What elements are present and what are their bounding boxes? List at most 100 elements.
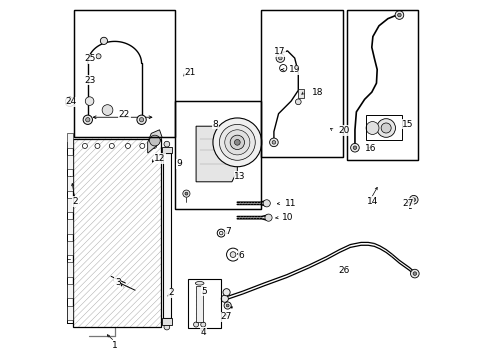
Bar	[174, 101, 260, 209]
Circle shape	[221, 295, 228, 302]
Bar	[67, 198, 73, 212]
Circle shape	[82, 143, 87, 148]
Circle shape	[224, 302, 231, 309]
Text: 23: 23	[84, 76, 95, 85]
Circle shape	[83, 115, 92, 125]
Polygon shape	[147, 130, 162, 153]
Bar	[73, 139, 161, 327]
Text: 15: 15	[401, 120, 412, 129]
Text: 14: 14	[366, 197, 378, 206]
Circle shape	[183, 190, 190, 197]
Circle shape	[219, 231, 223, 235]
Circle shape	[263, 200, 270, 207]
Text: 2: 2	[168, 288, 173, 297]
Bar	[67, 241, 73, 255]
Circle shape	[95, 143, 100, 148]
Circle shape	[278, 56, 282, 60]
Text: 6: 6	[238, 251, 244, 260]
Circle shape	[65, 97, 74, 107]
Text: 18: 18	[311, 87, 323, 96]
Text: 2: 2	[72, 197, 78, 206]
Circle shape	[269, 138, 278, 147]
Bar	[67, 262, 73, 277]
Text: 16: 16	[364, 144, 376, 153]
Bar	[67, 134, 73, 148]
Text: 1: 1	[112, 341, 117, 350]
Circle shape	[226, 304, 228, 307]
Bar	[67, 155, 73, 169]
Circle shape	[96, 54, 101, 59]
Circle shape	[380, 123, 390, 133]
Bar	[174, 101, 260, 209]
Circle shape	[184, 192, 187, 195]
Circle shape	[201, 322, 205, 327]
Text: 12: 12	[154, 154, 165, 163]
Circle shape	[85, 97, 94, 105]
Circle shape	[68, 100, 72, 104]
Text: 21: 21	[184, 68, 195, 77]
Circle shape	[350, 143, 359, 152]
Bar	[67, 176, 73, 191]
Circle shape	[137, 115, 146, 125]
Text: 9: 9	[176, 159, 182, 168]
Text: 24: 24	[65, 97, 76, 106]
Circle shape	[226, 248, 239, 261]
Circle shape	[408, 195, 417, 204]
Text: 3: 3	[115, 278, 121, 287]
Bar	[366, 116, 401, 140]
Circle shape	[85, 118, 90, 122]
Text: 8: 8	[212, 120, 218, 129]
Circle shape	[219, 125, 255, 160]
Bar	[196, 286, 203, 321]
Circle shape	[376, 119, 395, 137]
Circle shape	[140, 143, 144, 148]
Bar	[74, 10, 174, 137]
Bar	[67, 284, 73, 298]
Text: 7: 7	[225, 228, 231, 237]
Circle shape	[149, 135, 160, 146]
Circle shape	[366, 122, 378, 134]
Bar	[162, 147, 172, 153]
Circle shape	[230, 252, 235, 257]
Circle shape	[411, 198, 415, 202]
Text: 10: 10	[282, 213, 293, 222]
Text: 4: 4	[200, 328, 205, 337]
Bar	[346, 10, 418, 160]
Polygon shape	[196, 126, 237, 182]
Circle shape	[352, 146, 356, 149]
Circle shape	[295, 99, 301, 105]
Circle shape	[276, 54, 284, 62]
Bar	[260, 10, 343, 157]
Circle shape	[279, 64, 286, 72]
Bar	[74, 10, 174, 137]
Bar	[163, 153, 171, 318]
Bar	[67, 306, 73, 320]
Bar	[346, 10, 418, 160]
Circle shape	[163, 324, 169, 330]
Circle shape	[394, 11, 403, 19]
Text: 13: 13	[234, 172, 245, 181]
Bar	[260, 10, 343, 157]
Circle shape	[410, 269, 418, 278]
Text: 25: 25	[84, 54, 95, 63]
Text: 26: 26	[338, 266, 349, 275]
Circle shape	[109, 143, 114, 148]
Circle shape	[151, 143, 156, 148]
Circle shape	[397, 13, 400, 17]
Text: 20: 20	[338, 126, 349, 135]
Text: 5: 5	[201, 287, 207, 296]
Text: 27: 27	[220, 312, 231, 321]
Circle shape	[163, 141, 169, 147]
Circle shape	[264, 214, 271, 221]
Circle shape	[217, 229, 224, 237]
Circle shape	[100, 37, 107, 44]
Circle shape	[234, 139, 240, 145]
Circle shape	[412, 272, 416, 275]
Text: 19: 19	[289, 65, 300, 74]
Bar	[67, 220, 73, 234]
Bar	[187, 279, 221, 328]
Circle shape	[224, 130, 249, 155]
Circle shape	[223, 289, 230, 296]
Circle shape	[212, 118, 261, 167]
Text: 17: 17	[273, 47, 285, 56]
